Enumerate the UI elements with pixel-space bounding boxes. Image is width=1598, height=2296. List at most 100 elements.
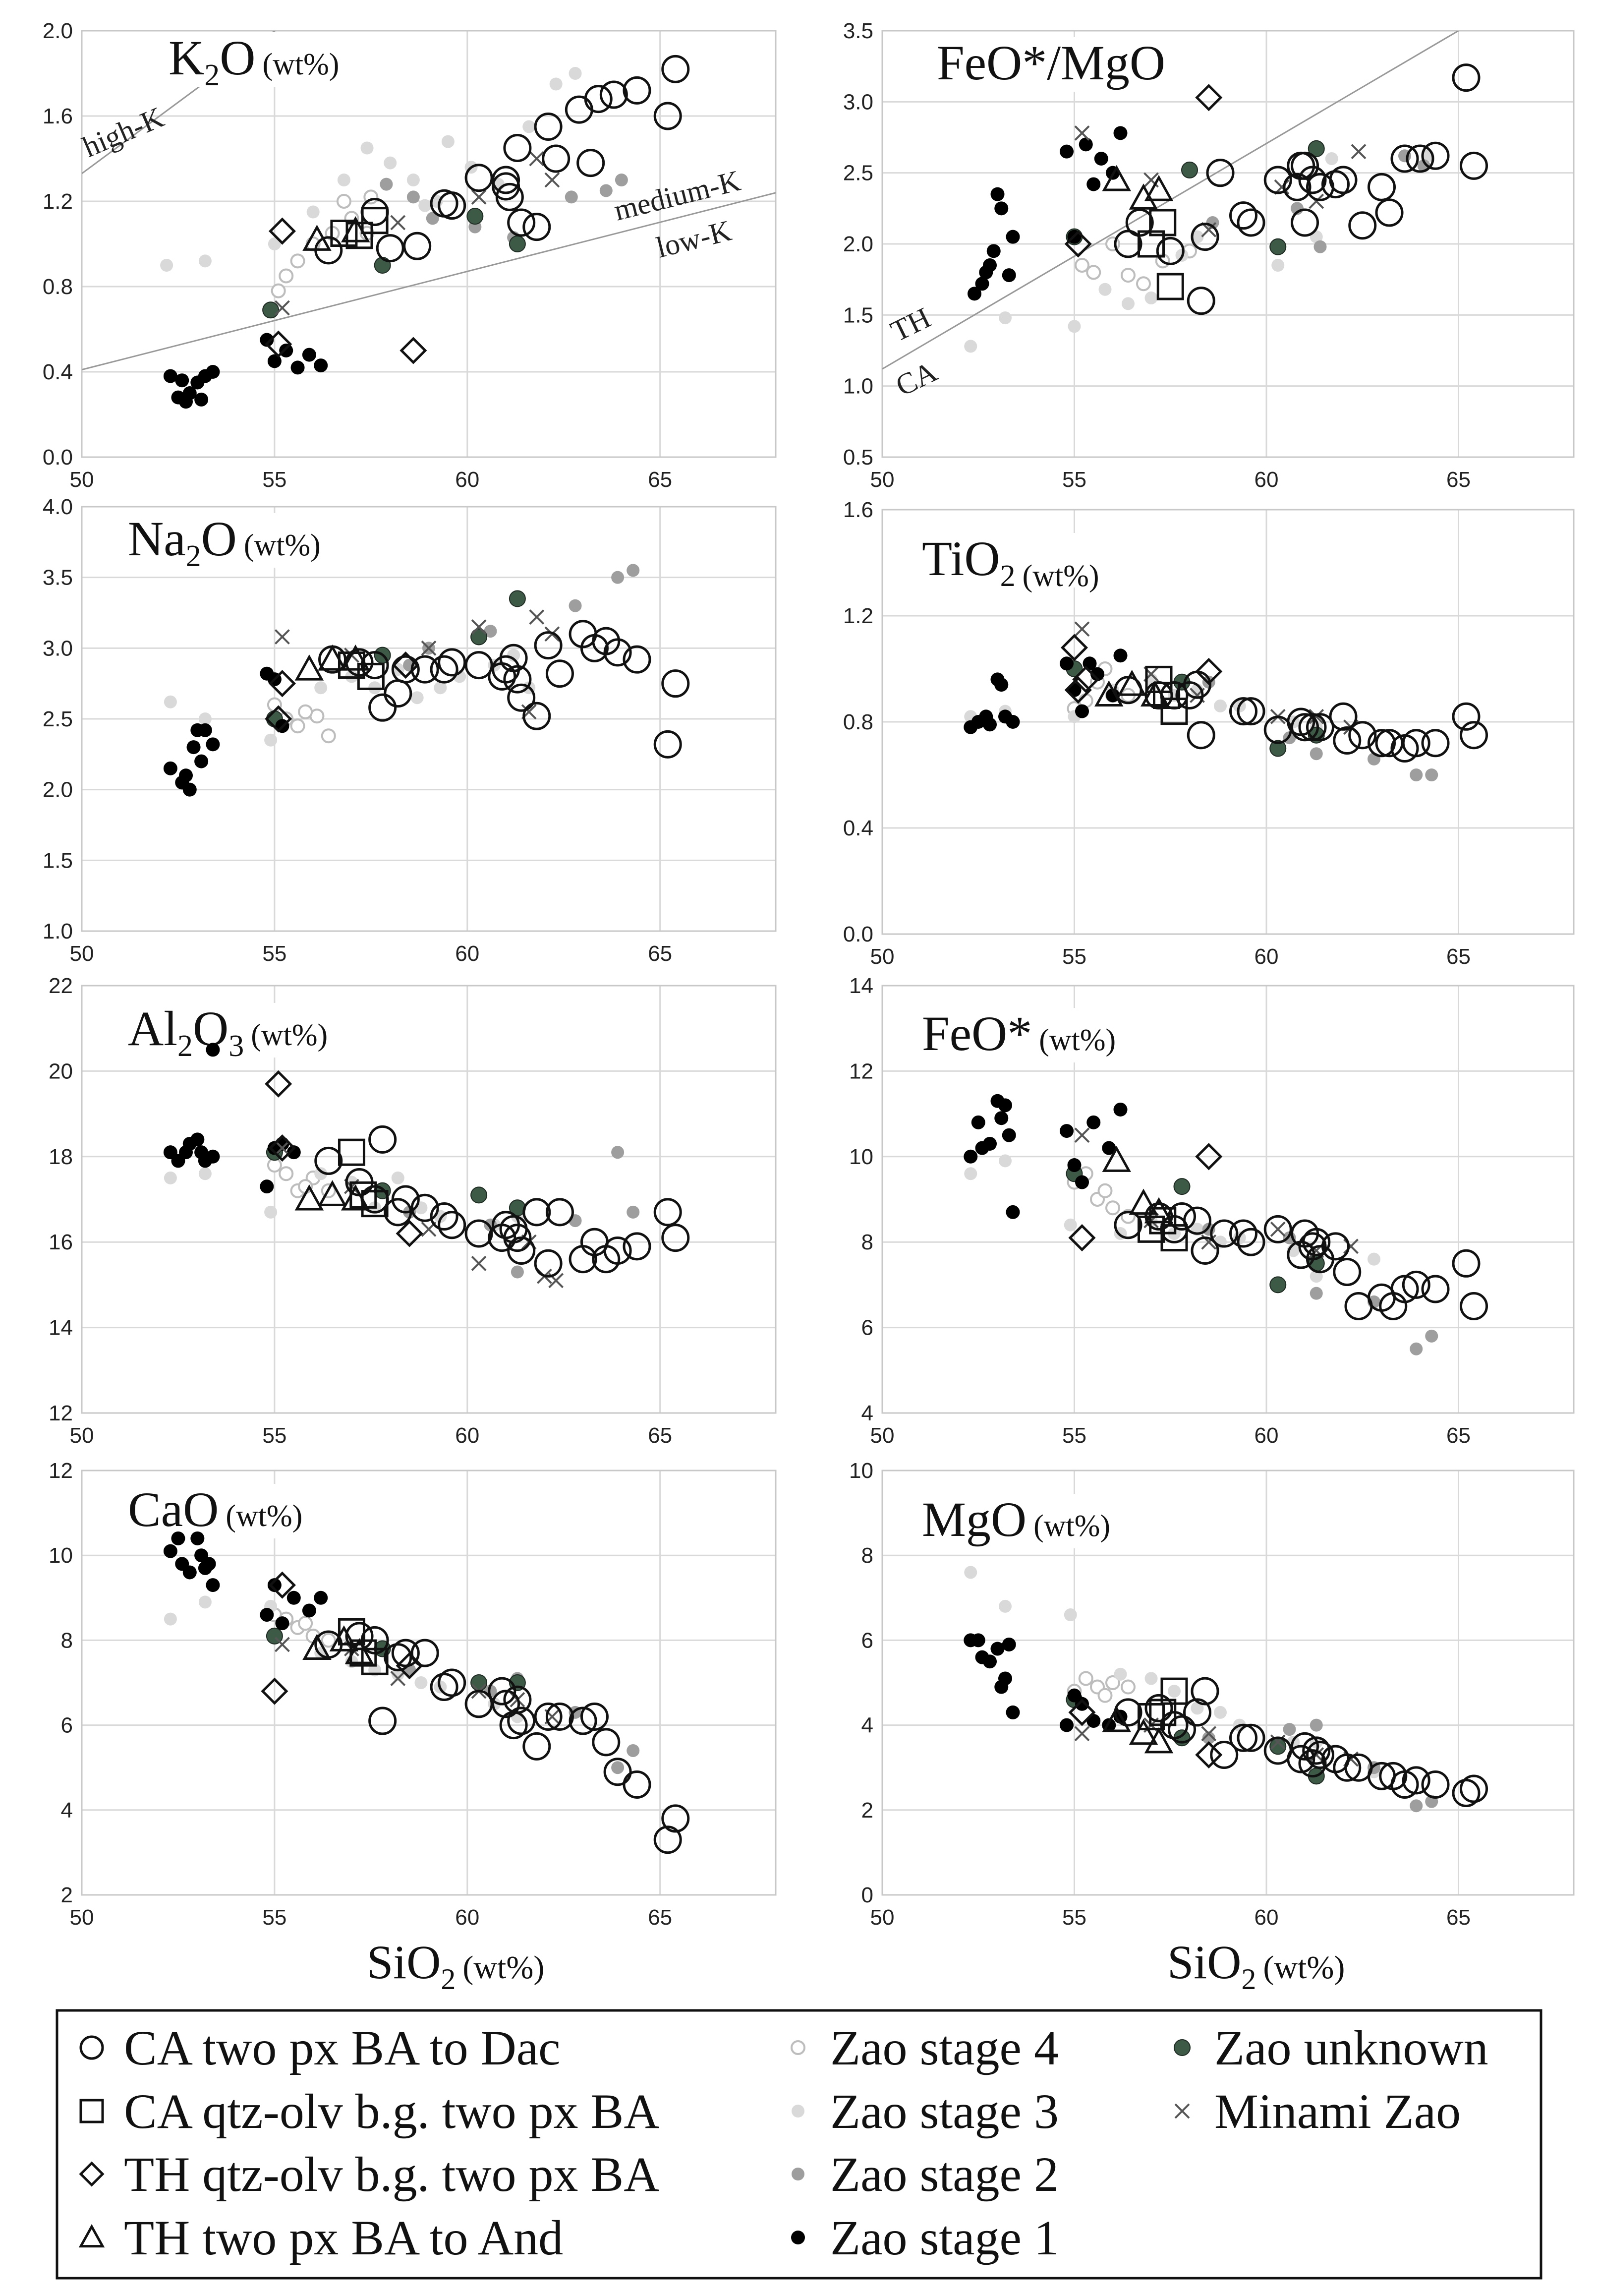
point-ca_two_px (1187, 721, 1215, 750)
point-stage1 (182, 1565, 197, 1580)
point-ca_two_px (1229, 1219, 1257, 1248)
point-ca_qtz (1153, 682, 1180, 709)
legend-label-stage2: Zao stage 2 (830, 2147, 1059, 2202)
y-tick-label: 22 (49, 974, 73, 998)
point-ca_two_px (623, 1232, 651, 1261)
y-tick-label: 0.0 (43, 445, 73, 470)
point-stage3 (264, 1205, 278, 1219)
legend-marker-th_two_px (78, 2224, 105, 2248)
point-ca_two_px (599, 80, 628, 109)
point-ca_two_px (1237, 697, 1265, 726)
point-stage3 (418, 199, 432, 212)
point-stage3 (1191, 1702, 1204, 1715)
point-stage4 (1075, 258, 1089, 273)
point-stage1 (302, 1603, 316, 1618)
point-stage1 (1086, 177, 1101, 191)
panel-title: Al2O3 (wt%) (128, 1001, 328, 1063)
point-ca_two_px (1402, 1766, 1430, 1795)
x-tick-label: 65 (1446, 468, 1471, 492)
point-stage3 (1271, 259, 1285, 272)
point-unknown (509, 235, 526, 252)
point-stage1 (163, 369, 177, 383)
point-ca_two_px (1460, 721, 1488, 750)
point-stage1 (1067, 1158, 1082, 1173)
y-tick-label: 1.0 (843, 374, 873, 399)
legend-label-ca_two_px: CA two px BA to Dac (124, 2020, 561, 2075)
point-stage3 (198, 712, 212, 725)
y-tick-label: 2.0 (843, 232, 873, 256)
title-background (159, 32, 436, 87)
point-ca_two_px (1452, 1249, 1481, 1278)
point-stage1 (179, 395, 193, 409)
point-stage2 (426, 212, 439, 225)
point-ca_two_px (345, 1622, 374, 1650)
point-stage1 (1094, 152, 1108, 166)
point-stage1 (206, 365, 220, 379)
point-ca_two_px (368, 693, 397, 722)
point-stage1 (260, 333, 274, 347)
point-ca_two_px (1402, 729, 1430, 758)
plot-frame (81, 506, 777, 932)
plot-frame (81, 985, 777, 1414)
point-stage4 (290, 718, 305, 734)
point-th_two_px (318, 1180, 347, 1206)
point-unknown (262, 301, 280, 319)
point-stage1 (175, 373, 189, 388)
y-tick-label: 18 (49, 1145, 73, 1169)
point-th_qtz (265, 1070, 292, 1098)
panel-title: TiO2 (wt%) (922, 531, 1099, 593)
y-tick-label: 1.6 (843, 498, 873, 522)
legend-label-minami: Minami Zao (1214, 2084, 1461, 2139)
y-tick-label: 12 (49, 1401, 73, 1425)
point-ca_two_px (522, 1732, 551, 1761)
point-stage2 (1410, 1799, 1423, 1813)
point-stage1 (1002, 268, 1016, 283)
plot-frame (81, 1470, 777, 1896)
x-axis-titles: SiO2 (wt%) SiO2 (wt%) (367, 1936, 1345, 1996)
legend-label-th_two_px: TH two px BA to And (124, 2210, 563, 2265)
point-ca_two_px (1206, 159, 1235, 187)
x-tick-label: 65 (648, 468, 672, 492)
x-tick-label: 50 (70, 942, 94, 966)
point-ca_qtz (1156, 273, 1184, 300)
point-stage3 (198, 1595, 212, 1609)
point-th_qtz (1060, 634, 1088, 661)
point-stage1 (1113, 1102, 1128, 1117)
point-ca_two_px (1333, 726, 1362, 755)
y-tick-label: 2.0 (43, 778, 73, 802)
point-ca_two_px (1452, 702, 1481, 731)
point-stage4 (290, 253, 305, 269)
point-stage1 (971, 1115, 985, 1129)
point-stage1 (267, 1578, 282, 1592)
legend-label-ca_qtz: CA qtz-olv b.g. two px BA (124, 2084, 660, 2139)
legend-marker-ca_qtz (79, 2099, 104, 2123)
point-stage2 (565, 190, 578, 204)
point-stage1 (163, 1544, 177, 1558)
x-tick-label: 50 (870, 1905, 895, 1930)
point-stage1 (163, 761, 177, 775)
chart-feo_mgo: 0.5 1.0 1.5 2.0 2.5 3.0 3.5 50 55 60 65 TH CA FeO*/Mg… (843, 19, 1575, 492)
point-ca_two_px (1390, 1770, 1419, 1799)
point-minami (1074, 1726, 1090, 1742)
point-stage3 (434, 681, 447, 695)
point-th_two_px (1144, 1727, 1174, 1754)
point-stage4 (279, 268, 294, 284)
point-ca_two_px (410, 1639, 439, 1667)
point-stage1 (986, 244, 1001, 258)
point-minami (471, 619, 487, 635)
point-th_qtz (268, 1571, 296, 1599)
chart-al2o3: 12 14 16 18 20 22 50 55 60 65 Al2O3 (wt%) (49, 974, 777, 1448)
y-tick-label: 10 (849, 1145, 873, 1169)
point-stage2 (406, 190, 420, 204)
point-ca_two_px (1187, 287, 1215, 315)
point-ca_two_px (391, 1639, 420, 1667)
point-ca_two_px (492, 172, 520, 201)
point-ca_two_px (507, 1707, 536, 1735)
point-ca_two_px (1421, 729, 1450, 758)
point-stage3 (164, 695, 177, 708)
point-th_qtz (268, 670, 296, 698)
panel-title: Na2O (wt%) (128, 511, 321, 573)
point-ca_two_px (534, 1702, 563, 1731)
legend: CA two px BA to Dac CA qtz-olv b.g. two p… (56, 2009, 1542, 2280)
field-annotation: high-K (78, 101, 168, 164)
